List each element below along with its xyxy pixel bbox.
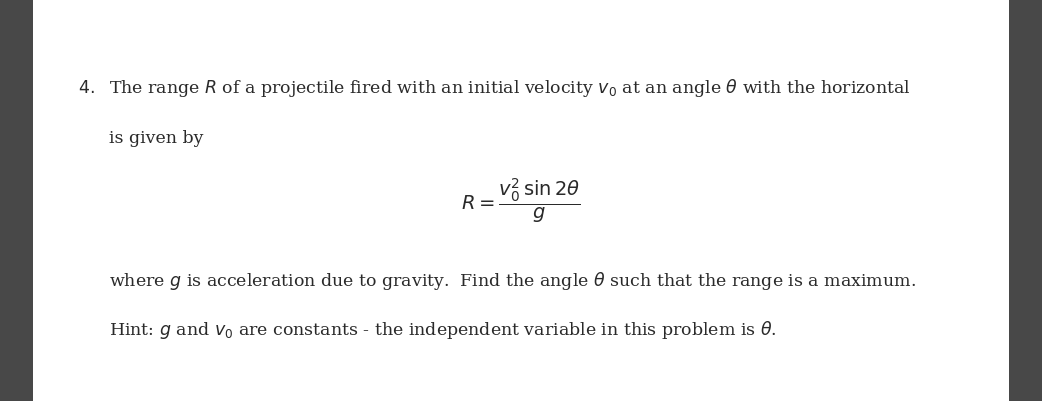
- Text: Hint: $g$ and $v_0$ are constants - the independent variable in this problem is : Hint: $g$ and $v_0$ are constants - the …: [109, 318, 777, 340]
- Text: is given by: is given by: [109, 130, 204, 147]
- FancyBboxPatch shape: [33, 0, 1009, 401]
- Text: The range $R$ of a projectile fired with an initial velocity $v_0$ at an angle $: The range $R$ of a projectile fired with…: [109, 77, 911, 99]
- Text: $4.$: $4.$: [78, 80, 95, 97]
- Text: $R = \dfrac{v_0^2\,\sin 2\theta}{g}$: $R = \dfrac{v_0^2\,\sin 2\theta}{g}$: [462, 176, 580, 225]
- Text: where $g$ is acceleration due to gravity.  Find the angle $\theta$ such that the: where $g$ is acceleration due to gravity…: [109, 270, 916, 292]
